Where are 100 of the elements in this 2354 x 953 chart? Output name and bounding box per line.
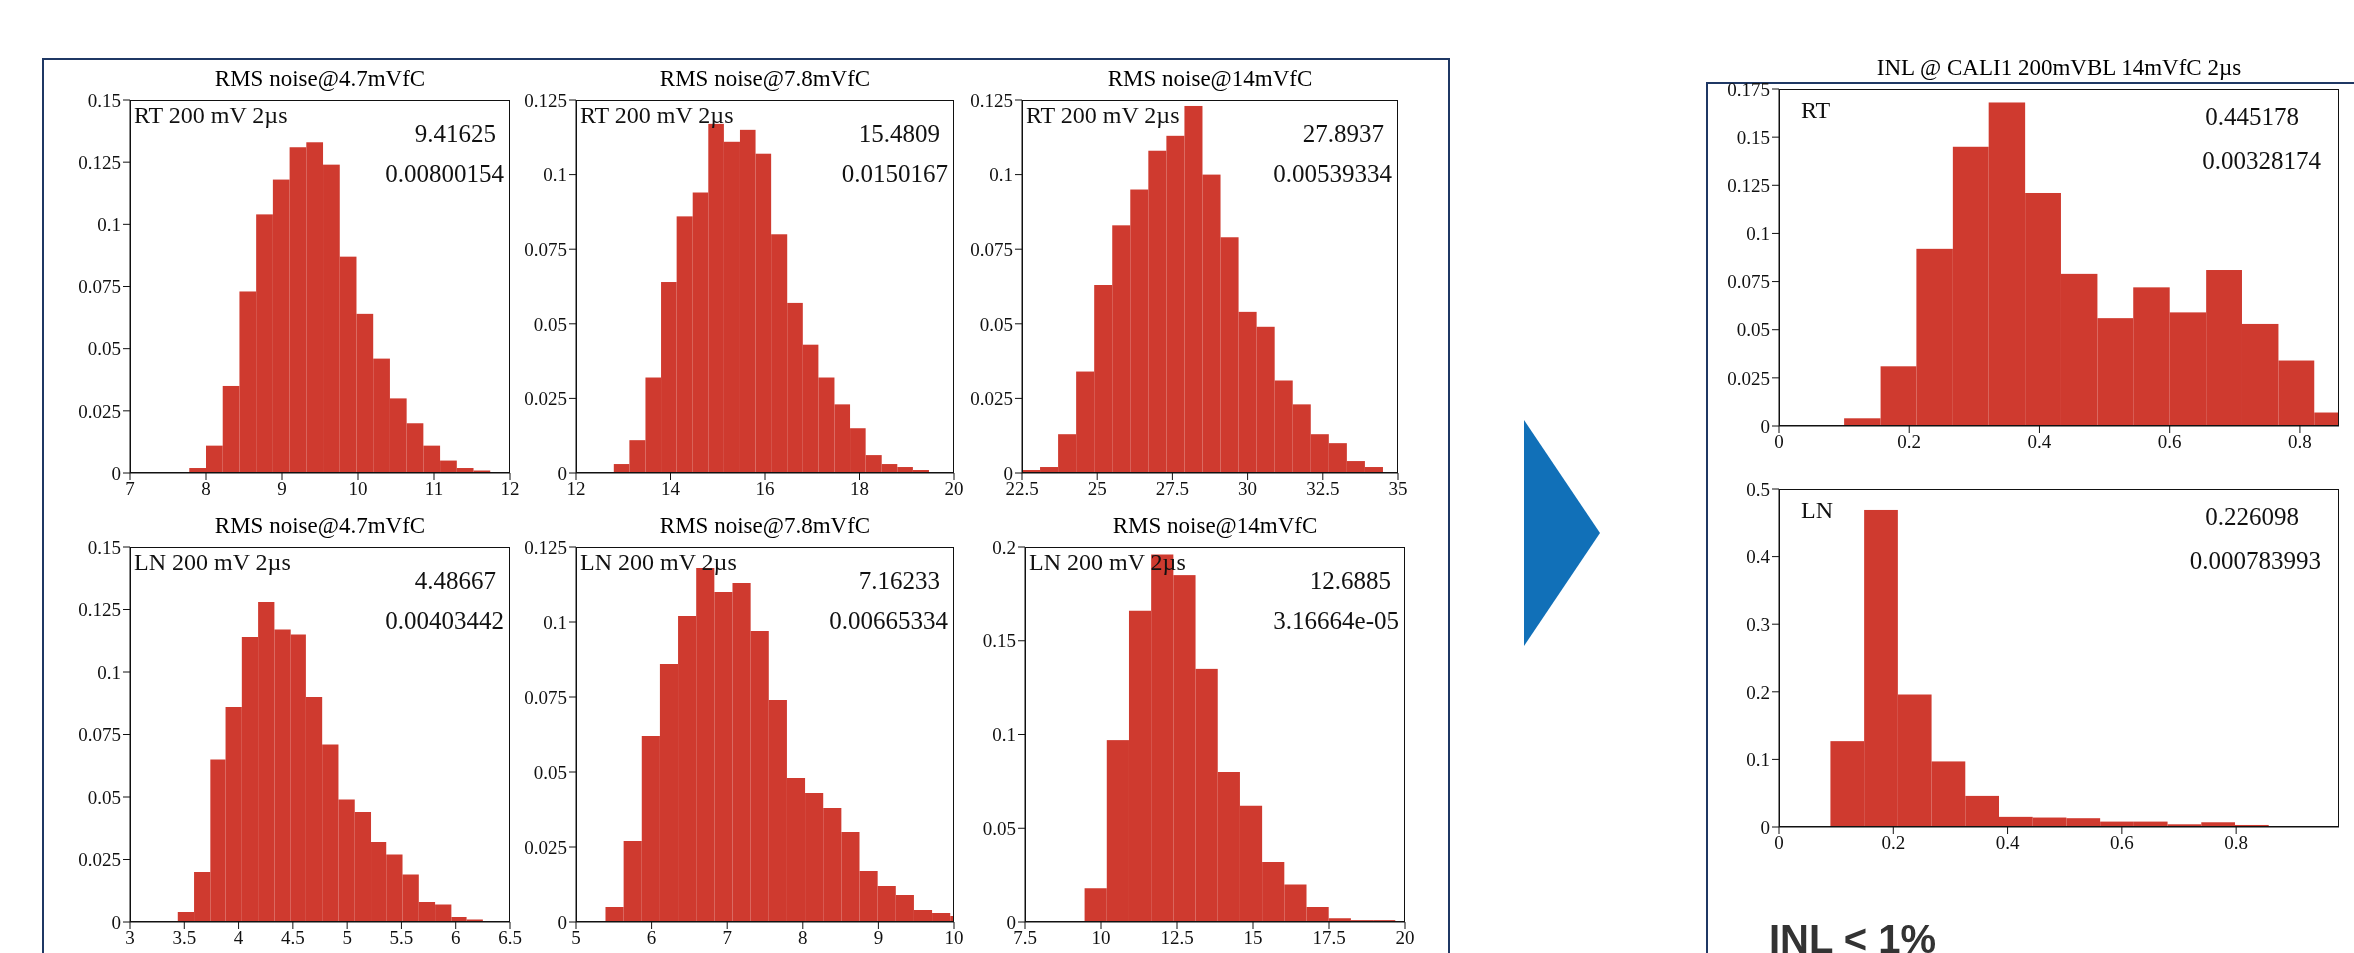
x-tick-label: 15: [1243, 927, 1263, 949]
annotation: 27.8937: [1302, 120, 1384, 148]
y-tick-label: 0.075: [524, 686, 567, 708]
x-tick-label: 10: [944, 927, 964, 949]
x-tick-label: 6.5: [498, 927, 522, 949]
y-tick-label: 0.2: [992, 536, 1016, 558]
annotation: 0.445178: [2205, 103, 2299, 131]
x-tick-label: 6: [646, 927, 657, 949]
y-tick-label: 0.05: [533, 313, 567, 335]
y-tick-label: 0.05: [979, 313, 1013, 335]
x-tick-label: 5.5: [389, 927, 414, 949]
y-tick-label: 0.05: [87, 338, 121, 360]
x-tick-label: 7: [722, 927, 732, 949]
x-tick-label: 0: [1774, 431, 1784, 453]
x-tick-label: 5: [342, 927, 352, 949]
y-tick-label: 0.1: [97, 661, 121, 683]
y-tick-label: 0.125: [78, 151, 121, 173]
annotation: RT 200 mV 2µs: [580, 102, 734, 129]
annotation: LN 200 mV 2µs: [134, 549, 291, 576]
y-tick-label: 0.075: [1727, 271, 1770, 293]
annotation: 0.00800154: [385, 160, 504, 188]
annotation: 0.0150167: [841, 160, 948, 188]
x-tick-label: 5: [571, 927, 581, 949]
y-tick-label: 0.15: [1736, 126, 1770, 148]
y-tick-label: 0.1: [543, 164, 567, 186]
x-tick-label: 16: [755, 478, 775, 500]
x-tick-label: 12.5: [1160, 927, 1194, 949]
x-tick-label: 0.8: [2288, 431, 2312, 453]
x-tick-label: 8: [798, 927, 808, 949]
y-tick-label: 0.05: [1736, 319, 1770, 341]
annotation: 3.16664e-05: [1273, 607, 1399, 635]
x-tick-label: 17.5: [1312, 927, 1346, 949]
x-tick-label: 0.4: [2027, 431, 2052, 453]
x-tick-label: 12: [500, 478, 520, 500]
chart-title: RMS noise@4.7mVfC: [213, 66, 427, 92]
annotation: 4.48667: [414, 567, 496, 595]
annotation: LN: [1801, 497, 1833, 524]
annotation: 0.00539334: [1273, 160, 1392, 188]
x-tick-label: 10: [348, 478, 368, 500]
x-tick-label: 0.6: [2157, 431, 2182, 453]
y-tick-label: 0.025: [524, 388, 567, 410]
x-tick-label: 20: [1395, 927, 1415, 949]
y-tick-label: 0: [1760, 415, 1770, 437]
y-tick-label: 0: [1760, 816, 1770, 838]
y-tick-label: 0.125: [970, 89, 1013, 111]
annotation: 0.00403442: [385, 607, 504, 635]
chart-title: RMS noise@4.7mVfC: [213, 513, 427, 539]
x-tick-label: 9: [277, 478, 287, 500]
y-tick-label: 0.1: [989, 164, 1013, 186]
y-tick-label: 0.125: [78, 599, 121, 621]
y-tick-label: 0: [557, 462, 567, 484]
annotation: RT: [1801, 97, 1831, 124]
y-tick-label: 0.075: [524, 238, 567, 260]
annotation: RT 200 mV 2µs: [134, 102, 288, 129]
chart-title: RMS noise@14mVfC: [1111, 513, 1319, 539]
x-tick-label: 4: [233, 927, 244, 949]
y-tick-label: 0.1: [1746, 223, 1770, 245]
chart-title: RMS noise@7.8mVfC: [658, 66, 872, 92]
annotation: LN 200 mV 2µs: [580, 549, 737, 576]
y-tick-label: 0: [111, 462, 121, 484]
annotation: 15.4809: [858, 120, 940, 148]
chart-title: RMS noise@14mVfC: [1106, 66, 1314, 92]
x-tick-label: 10: [1091, 927, 1111, 949]
x-tick-label: 3: [125, 927, 135, 949]
x-tick-label: 35: [1388, 478, 1408, 500]
y-tick-label: 0.175: [1727, 78, 1770, 100]
annotation: 9.41625: [414, 120, 496, 148]
y-tick-label: 0: [557, 911, 567, 933]
x-tick-label: 20: [944, 478, 964, 500]
x-tick-label: 0: [1774, 832, 1784, 854]
x-tick-label: 0.4: [1995, 832, 2020, 854]
chart-title: INL @ CALI1 200mVBL 14mVfC 2µs: [1875, 55, 2243, 81]
x-tick-label: 18: [850, 478, 869, 500]
y-tick-label: 0.15: [982, 630, 1016, 652]
x-tick-label: 32.5: [1306, 478, 1340, 500]
x-tick-label: 0.2: [1881, 832, 1906, 854]
annotation: 12.6885: [1309, 567, 1391, 595]
y-tick-label: 0.025: [78, 849, 121, 871]
x-tick-label: 0.8: [2224, 832, 2249, 854]
y-tick-label: 0.15: [87, 89, 121, 111]
annotation: RT 200 mV 2µs: [1026, 102, 1180, 129]
x-tick-label: 27.5: [1155, 478, 1190, 500]
x-tick-label: 7.5: [1013, 927, 1037, 949]
y-tick-label: 0.125: [524, 89, 567, 111]
y-tick-label: 0.05: [533, 761, 567, 783]
text: INL < 1%: [1769, 917, 1937, 953]
x-tick-label: 30: [1238, 478, 1258, 500]
y-tick-label: 0: [111, 911, 121, 933]
x-tick-label: 7: [125, 478, 135, 500]
x-tick-label: 25: [1087, 478, 1107, 500]
y-tick-label: 0.025: [1727, 367, 1770, 389]
chart-title: RMS noise@7.8mVfC: [658, 513, 872, 539]
y-tick-label: 0.4: [1746, 546, 1771, 568]
y-tick-label: 0.3: [1746, 613, 1770, 635]
annotation: 0.000783993: [2189, 547, 2321, 575]
x-tick-label: 8: [201, 478, 211, 500]
annotation: 0.00665334: [829, 607, 948, 635]
x-tick-label: 3.5: [172, 927, 197, 949]
y-tick-label: 0.025: [524, 836, 567, 858]
y-tick-label: 0.025: [78, 400, 121, 422]
